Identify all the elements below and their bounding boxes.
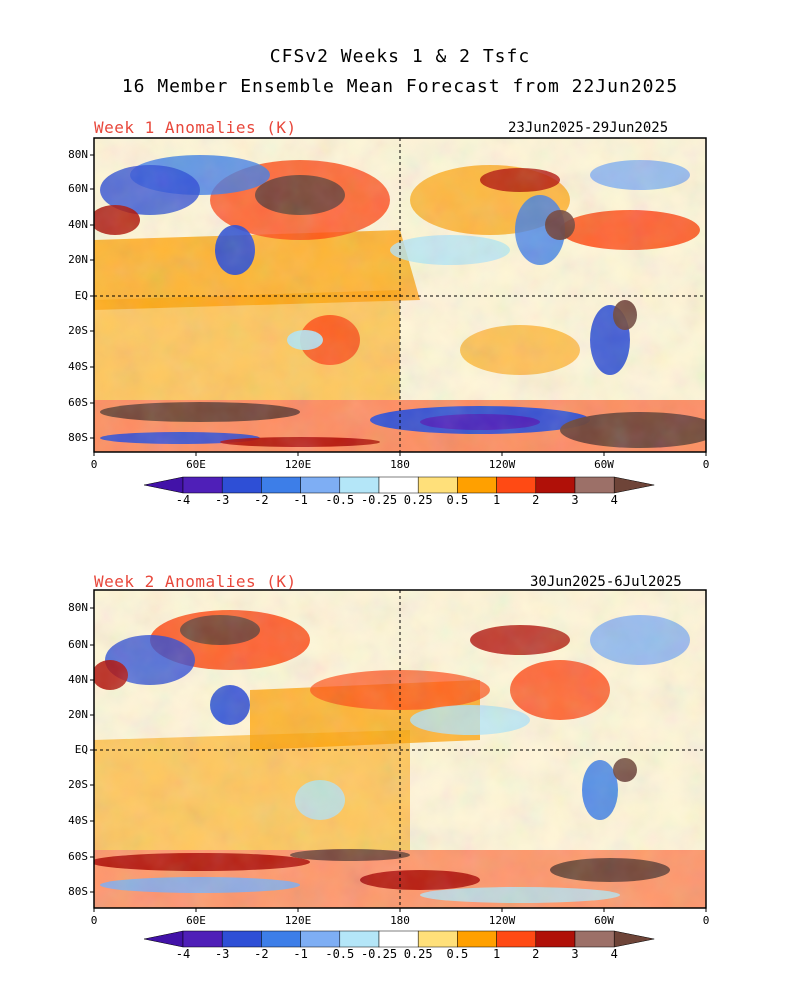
figure-title-line2: 16 Member Ensemble Mean Forecast from 22… — [121, 76, 679, 97]
colorbar-segment — [574, 476, 615, 494]
colorbar-label-2-5: -0.25 — [360, 947, 398, 961]
colorbar-label-2-10: 3 — [571, 947, 579, 961]
panel2-dates: 30Jun2025-6Jul2025 — [530, 574, 682, 590]
colorbar-segment — [417, 930, 458, 948]
colorbar-segment — [221, 930, 262, 948]
colorbar-label-1-3: -1 — [293, 493, 308, 507]
lat-label-1-7: 60S — [68, 396, 88, 409]
colorbar-label-2-9: 2 — [532, 947, 540, 961]
lat-label-1-2: 40N — [68, 218, 88, 231]
colorbar-label-1-10: 3 — [571, 493, 579, 507]
colorbar-label-1-11: 4 — [610, 493, 618, 507]
lon-label-2-2: 120E — [284, 914, 312, 927]
colorbar-min-arrow — [143, 930, 184, 948]
colorbar-segment — [300, 930, 341, 948]
colorbar-segment — [378, 476, 419, 494]
colorbar-label-2-11: 4 — [610, 947, 618, 961]
lon-label-1-6: 0 — [702, 458, 710, 471]
colorbar-label-1-4: -0.5 — [325, 493, 355, 507]
week2-colorbar — [143, 930, 655, 948]
lon-label-1-0: 0 — [90, 458, 98, 471]
figure-title-line1: CFSv2 Weeks 1 & 2 Tsfc — [269, 46, 531, 67]
colorbar-segment — [457, 476, 497, 494]
lat-label-1-5: 20S — [68, 324, 88, 337]
lon-label-1-5: 60W — [594, 458, 614, 471]
week1-anomaly-map — [93, 137, 707, 453]
colorbar-segment — [574, 930, 615, 948]
lat-label-2-5: 20S — [68, 778, 88, 791]
lat-label-1-8: 80S — [68, 431, 88, 444]
colorbar-max-arrow — [613, 476, 655, 494]
colorbar-segment — [496, 930, 537, 948]
week1-colorbar — [143, 476, 655, 494]
colorbar-label-2-6: 0.25 — [403, 947, 433, 961]
colorbar-segment — [339, 476, 380, 494]
lat-label-2-4: EQ — [74, 743, 88, 756]
panel1-dates: 23Jun2025-29Jun2025 — [508, 120, 669, 136]
lat-label-1-4: EQ — [74, 289, 88, 302]
colorbar-label-1-5: -0.25 — [360, 493, 398, 507]
colorbar-label-1-6: 0.25 — [403, 493, 433, 507]
week2-anomaly-map — [93, 589, 707, 909]
colorbar-segment — [535, 476, 576, 494]
lon-label-2-0: 0 — [90, 914, 98, 927]
colorbar-segment — [221, 476, 262, 494]
colorbar-label-2-2: -2 — [254, 947, 269, 961]
colorbar-segment — [457, 930, 497, 948]
colorbar-segment — [182, 930, 223, 948]
lon-label-2-5: 60W — [594, 914, 614, 927]
colorbar-segment — [496, 476, 537, 494]
colorbar-label-1-9: 2 — [532, 493, 540, 507]
lat-label-1-3: 20N — [68, 253, 88, 266]
lat-label-1-6: 40S — [68, 360, 88, 373]
lat-label-2-6: 40S — [68, 814, 88, 827]
lon-label-2-1: 60E — [186, 914, 206, 927]
colorbar-label-2-3: -1 — [293, 947, 308, 961]
colorbar-label-2-7: 0.5 — [446, 947, 469, 961]
lon-label-1-3: 180 — [390, 458, 410, 471]
colorbar-label-2-0: -4 — [175, 947, 191, 961]
colorbar-segment — [261, 930, 301, 948]
panel2-title: Week 2 Anomalies (K) — [94, 572, 297, 591]
lat-label-2-8: 80S — [68, 885, 88, 898]
lat-label-1-0: 80N — [68, 148, 88, 161]
lon-label-2-3: 180 — [390, 914, 410, 927]
lat-label-2-7: 60S — [68, 850, 88, 863]
colorbar-label-2-8: 1 — [492, 947, 501, 961]
panel1-title: Week 1 Anomalies (K) — [94, 118, 297, 137]
colorbar-segment — [261, 476, 301, 494]
colorbar-segment — [339, 930, 380, 948]
colorbar-label-1-7: 0.5 — [446, 493, 469, 507]
colorbar-label-1-0: -4 — [175, 493, 191, 507]
colorbar-max-arrow — [613, 930, 655, 948]
colorbar-label-2-1: -3 — [214, 947, 230, 961]
lon-label-2-4: 120W — [488, 914, 516, 927]
lat-label-2-1: 60N — [68, 638, 88, 651]
lon-label-2-6: 0 — [702, 914, 710, 927]
colorbar-segment — [535, 930, 576, 948]
colorbar-label-1-1: -3 — [214, 493, 230, 507]
colorbar-segment — [417, 476, 458, 494]
lon-label-1-2: 120E — [284, 458, 312, 471]
lat-label-2-2: 40N — [68, 673, 88, 686]
colorbar-segment — [182, 476, 223, 494]
colorbar-segment — [300, 476, 341, 494]
lon-label-1-4: 120W — [488, 458, 516, 471]
colorbar-min-arrow — [143, 476, 184, 494]
lat-label-2-3: 20N — [68, 708, 88, 721]
lat-label-2-0: 80N — [68, 601, 88, 614]
lat-label-1-1: 60N — [68, 182, 88, 195]
lon-label-1-1: 60E — [186, 458, 206, 471]
colorbar-label-2-4: -0.5 — [325, 947, 355, 961]
colorbar-label-1-2: -2 — [254, 493, 269, 507]
colorbar-segment — [378, 930, 419, 948]
colorbar-label-1-8: 1 — [492, 493, 501, 507]
